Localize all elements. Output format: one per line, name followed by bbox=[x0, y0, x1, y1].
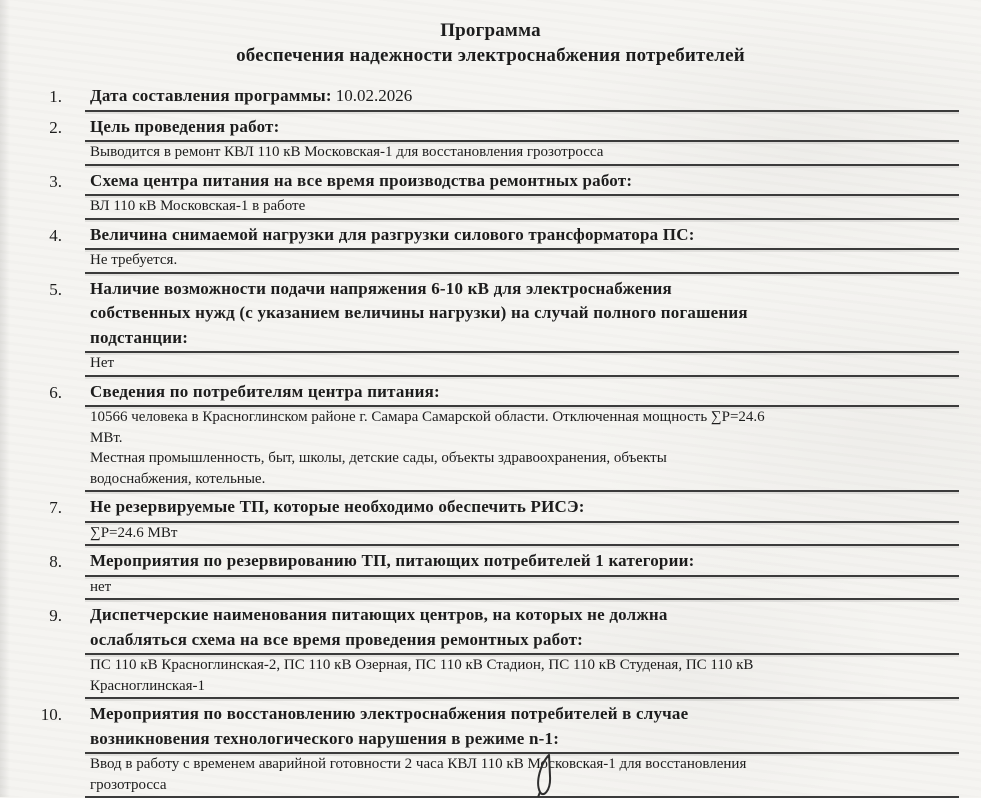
item-answer: Ввод в работу с временем аварийной готов… bbox=[90, 756, 747, 793]
item-number: 9. bbox=[49, 606, 62, 625]
item-answer: ПС 110 кВ Красноглинская-2, ПС 110 кВ Оз… bbox=[90, 657, 754, 694]
item-label: Величина снимаемой нагрузки для разгрузк… bbox=[90, 224, 695, 244]
item-field: ПС 110 кВ Красноглинская-2, ПС 110 кВ Оз… bbox=[85, 655, 959, 699]
program-items-list: 1. Дата составления программы: 10.02.202… bbox=[0, 84, 959, 798]
item-field: Цель проведения работ: bbox=[85, 115, 959, 142]
item-number: 4. bbox=[49, 225, 62, 245]
item-field: Ввод в работу с временем аварийной готов… bbox=[85, 754, 959, 798]
item-number: 2. bbox=[49, 117, 62, 137]
item-answer: ∑P=24.6 МВт bbox=[90, 524, 178, 541]
item-number: 6. bbox=[49, 382, 62, 402]
item-field: Не требуется. bbox=[85, 250, 959, 274]
item-field: нет bbox=[85, 577, 959, 600]
item-field: ∑P=24.6 МВт bbox=[85, 523, 959, 546]
item-answer: Не требуется. bbox=[90, 252, 178, 268]
item-field: Схема центра питания на все время произв… bbox=[85, 169, 959, 196]
item-value: 10.02.2026 bbox=[335, 86, 413, 105]
item-label: Мероприятия по резервированию ТП, питающ… bbox=[90, 551, 695, 570]
handwritten-pen-stroke-icon bbox=[537, 754, 552, 797]
item-answer: нет bbox=[90, 578, 112, 595]
item-number: 3. bbox=[49, 171, 62, 191]
item-field: 10566 человека в Красноглинском районе г… bbox=[85, 407, 959, 492]
program-item-6: 6. Сведения по потребителям центра питан… bbox=[0, 380, 959, 492]
program-item-7: 7. Не резервируемые ТП, которые необходи… bbox=[0, 495, 959, 546]
item-label: Диспетчерские наименования питающих цент… bbox=[90, 605, 668, 649]
item-field: Не резервируемые ТП, которые необходимо … bbox=[85, 495, 959, 523]
item-field: Сведения по потребителям центра питания: bbox=[85, 380, 959, 407]
item-label: Схема центра питания на все время произв… bbox=[90, 170, 633, 190]
program-item-10: 10. Мероприятия по восстановлению электр… bbox=[0, 702, 959, 798]
item-answer: Выводится в ремонт КВЛ 110 кВ Московская… bbox=[90, 144, 604, 160]
item-label: Сведения по потребителям центра питания: bbox=[90, 381, 440, 401]
item-field: Выводится в ремонт КВЛ 110 кВ Московская… bbox=[85, 142, 959, 166]
program-item-1: 1. Дата составления программы: 10.02.202… bbox=[0, 84, 959, 112]
item-field: Дата составления программы: 10.02.2026 bbox=[85, 84, 959, 112]
item-label: Не резервируемые ТП, которые необходимо … bbox=[90, 497, 585, 516]
item-number: 5. bbox=[49, 279, 62, 299]
item-answer: 10566 человека в Красноглинском районе г… bbox=[90, 409, 765, 487]
item-label: Цель проведения работ: bbox=[90, 116, 280, 136]
item-field: Наличие возможности подачи напряжения 6-… bbox=[85, 277, 959, 353]
program-item-9: 9. Диспетчерские наименования питающих ц… bbox=[0, 603, 959, 699]
program-item-4: 4. Величина снимаемой нагрузки для разгр… bbox=[0, 223, 959, 274]
item-number: 8. bbox=[49, 552, 62, 571]
item-field: Нет bbox=[85, 353, 959, 377]
item-field: Величина снимаемой нагрузки для разгрузк… bbox=[85, 223, 959, 250]
item-answer: ВЛ 110 кВ Московская-1 в работе bbox=[90, 198, 306, 214]
item-label: Наличие возможности подачи напряжения 6-… bbox=[90, 278, 748, 347]
document-title-line2: обеспечения надежности электроснабжения … bbox=[236, 45, 745, 66]
item-field: Мероприятия по резервированию ТП, питающ… bbox=[85, 549, 959, 577]
item-label: Мероприятия по восстановлению электросна… bbox=[90, 704, 689, 748]
item-number: 1. bbox=[49, 87, 62, 106]
item-field: Диспетчерские наименования питающих цент… bbox=[85, 603, 959, 655]
item-field: ВЛ 110 кВ Московская-1 в работе bbox=[85, 196, 959, 220]
item-field: Мероприятия по восстановлению электросна… bbox=[85, 702, 959, 754]
item-label: Дата составления программы: bbox=[90, 86, 332, 105]
program-item-3: 3. Схема центра питания на все время про… bbox=[0, 169, 959, 220]
item-number: 10. bbox=[40, 705, 62, 724]
program-item-8: 8. Мероприятия по резервированию ТП, пит… bbox=[0, 549, 959, 600]
item-number: 7. bbox=[49, 498, 62, 517]
document-title: Программа обеспечения надежности электро… bbox=[0, 0, 981, 68]
program-item-2: 2. Цель проведения работ: Выводится в ре… bbox=[0, 115, 959, 166]
program-item-5: 5. Наличие возможности подачи напряжения… bbox=[0, 277, 959, 377]
document-title-line1: Программа bbox=[440, 20, 541, 41]
item-answer: Нет bbox=[90, 355, 115, 371]
